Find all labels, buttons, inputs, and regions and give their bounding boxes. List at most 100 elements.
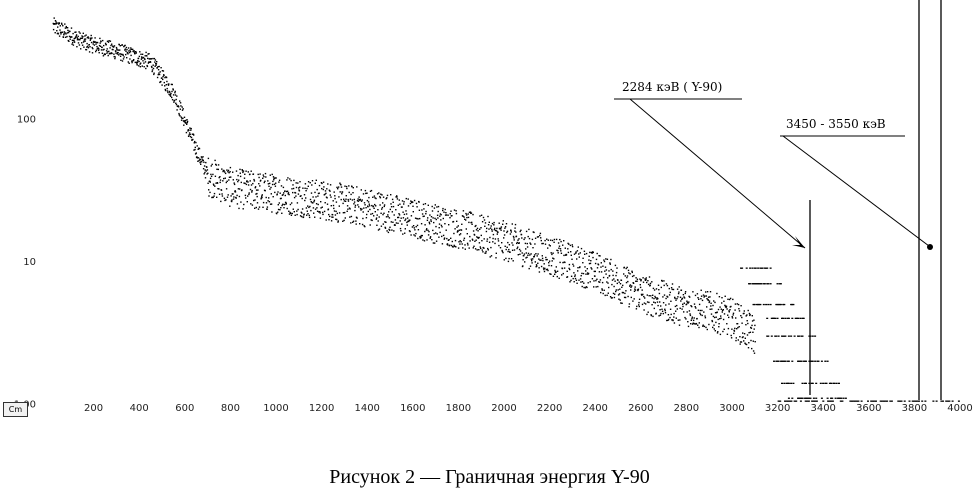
data-point-1269 bbox=[457, 225, 459, 227]
data-point-2375 bbox=[785, 400, 788, 402]
data-point-1199 bbox=[435, 225, 437, 228]
data-point-108 bbox=[87, 45, 89, 47]
data-point-527 bbox=[220, 189, 223, 191]
data-point-1468 bbox=[521, 237, 523, 239]
data-point-2427 bbox=[932, 400, 935, 402]
data-point-1548 bbox=[546, 268, 549, 270]
data-point-1688 bbox=[591, 252, 593, 254]
data-point-1687 bbox=[591, 268, 593, 270]
data-point-2359 bbox=[812, 397, 815, 399]
annotation-y90-leader bbox=[629, 98, 806, 249]
data-point-2218 bbox=[752, 283, 755, 285]
data-point-1618 bbox=[569, 268, 571, 271]
data-point-1565 bbox=[552, 257, 554, 259]
data-point-1313 bbox=[471, 238, 474, 240]
data-point-2141 bbox=[736, 328, 738, 330]
data-point-807 bbox=[310, 209, 312, 212]
data-point-570 bbox=[234, 190, 236, 192]
data-point-383 bbox=[174, 94, 177, 96]
data-point-1622 bbox=[570, 279, 572, 282]
data-point-735 bbox=[287, 177, 289, 179]
data-point-1260 bbox=[454, 239, 457, 242]
data-point-592 bbox=[241, 169, 243, 171]
data-point-2309 bbox=[802, 360, 805, 362]
data-point-1445 bbox=[513, 249, 516, 251]
data-point-1911 bbox=[662, 312, 664, 315]
data-point-694 bbox=[274, 191, 276, 194]
data-point-672 bbox=[267, 180, 269, 182]
data-point-486 bbox=[207, 157, 210, 160]
data-point-1614 bbox=[567, 251, 570, 254]
data-point-837 bbox=[319, 217, 322, 219]
data-point-410 bbox=[183, 120, 185, 123]
data-point-639 bbox=[256, 195, 258, 198]
data-point-1140 bbox=[416, 206, 418, 208]
data-point-1240 bbox=[448, 239, 450, 241]
data-point-808 bbox=[310, 201, 312, 203]
data-point-814 bbox=[312, 196, 314, 198]
data-point-1713 bbox=[599, 255, 601, 257]
data-point-1897 bbox=[658, 289, 660, 291]
data-point-2125 bbox=[730, 337, 733, 339]
data-point-1651 bbox=[579, 252, 581, 254]
data-point-2114 bbox=[727, 298, 729, 300]
data-point-225 bbox=[124, 44, 126, 47]
data-point-2226 bbox=[762, 283, 765, 285]
data-point-1278 bbox=[460, 241, 462, 243]
data-point-1328 bbox=[476, 249, 478, 251]
data-point-2253 bbox=[792, 303, 795, 306]
data-point-493 bbox=[209, 177, 212, 180]
data-point-513 bbox=[216, 168, 218, 170]
data-point-580 bbox=[237, 188, 240, 190]
data-point-485 bbox=[207, 182, 209, 184]
data-point-205 bbox=[118, 54, 120, 56]
data-point-1405 bbox=[501, 242, 503, 244]
data-point-1659 bbox=[582, 262, 584, 264]
data-point-1341 bbox=[480, 234, 482, 237]
data-point-270 bbox=[138, 55, 141, 58]
data-point-2099 bbox=[722, 309, 724, 311]
data-point-1833 bbox=[637, 288, 640, 290]
data-point-1263 bbox=[455, 212, 458, 215]
data-point-2139 bbox=[735, 339, 737, 342]
data-point-1355 bbox=[485, 252, 487, 254]
data-point-1324 bbox=[475, 224, 477, 227]
data-point-916 bbox=[344, 200, 347, 202]
data-point-308 bbox=[150, 65, 153, 68]
data-point-1429 bbox=[508, 244, 511, 246]
data-point-1900 bbox=[659, 301, 661, 303]
data-point-2284 bbox=[793, 335, 796, 337]
data-point-500 bbox=[212, 173, 214, 176]
data-point-424 bbox=[187, 135, 190, 137]
data-point-2321 bbox=[826, 360, 829, 362]
data-point-2015 bbox=[695, 322, 698, 325]
data-point-1948 bbox=[674, 297, 676, 300]
data-point-603 bbox=[245, 197, 247, 199]
data-point-2144 bbox=[736, 323, 739, 325]
data-point-987 bbox=[367, 210, 369, 213]
data-point-2056 bbox=[708, 300, 711, 302]
data-point-1845 bbox=[641, 289, 643, 291]
data-point-1971 bbox=[681, 297, 684, 300]
data-point-1200 bbox=[435, 218, 437, 221]
data-point-1927 bbox=[667, 314, 670, 316]
data-point-1273 bbox=[458, 234, 461, 236]
data-point-2208 bbox=[759, 267, 762, 269]
data-point-1157 bbox=[421, 213, 424, 215]
data-point-354 bbox=[165, 84, 167, 86]
data-point-1754 bbox=[612, 274, 614, 277]
data-point-1945 bbox=[673, 312, 675, 315]
data-point-1437 bbox=[511, 242, 513, 244]
data-point-1589 bbox=[559, 248, 562, 250]
data-point-1037 bbox=[383, 205, 385, 208]
x-tick-label-10: 2200 bbox=[537, 403, 562, 414]
data-point-778 bbox=[300, 215, 303, 218]
data-point-858 bbox=[326, 197, 328, 199]
data-point-567 bbox=[233, 182, 235, 184]
data-point-2076 bbox=[715, 321, 717, 324]
data-point-129 bbox=[93, 44, 96, 46]
data-point-1329 bbox=[476, 227, 479, 230]
data-point-312 bbox=[152, 57, 154, 60]
data-point-2303 bbox=[787, 360, 790, 362]
data-point-361 bbox=[167, 84, 170, 86]
